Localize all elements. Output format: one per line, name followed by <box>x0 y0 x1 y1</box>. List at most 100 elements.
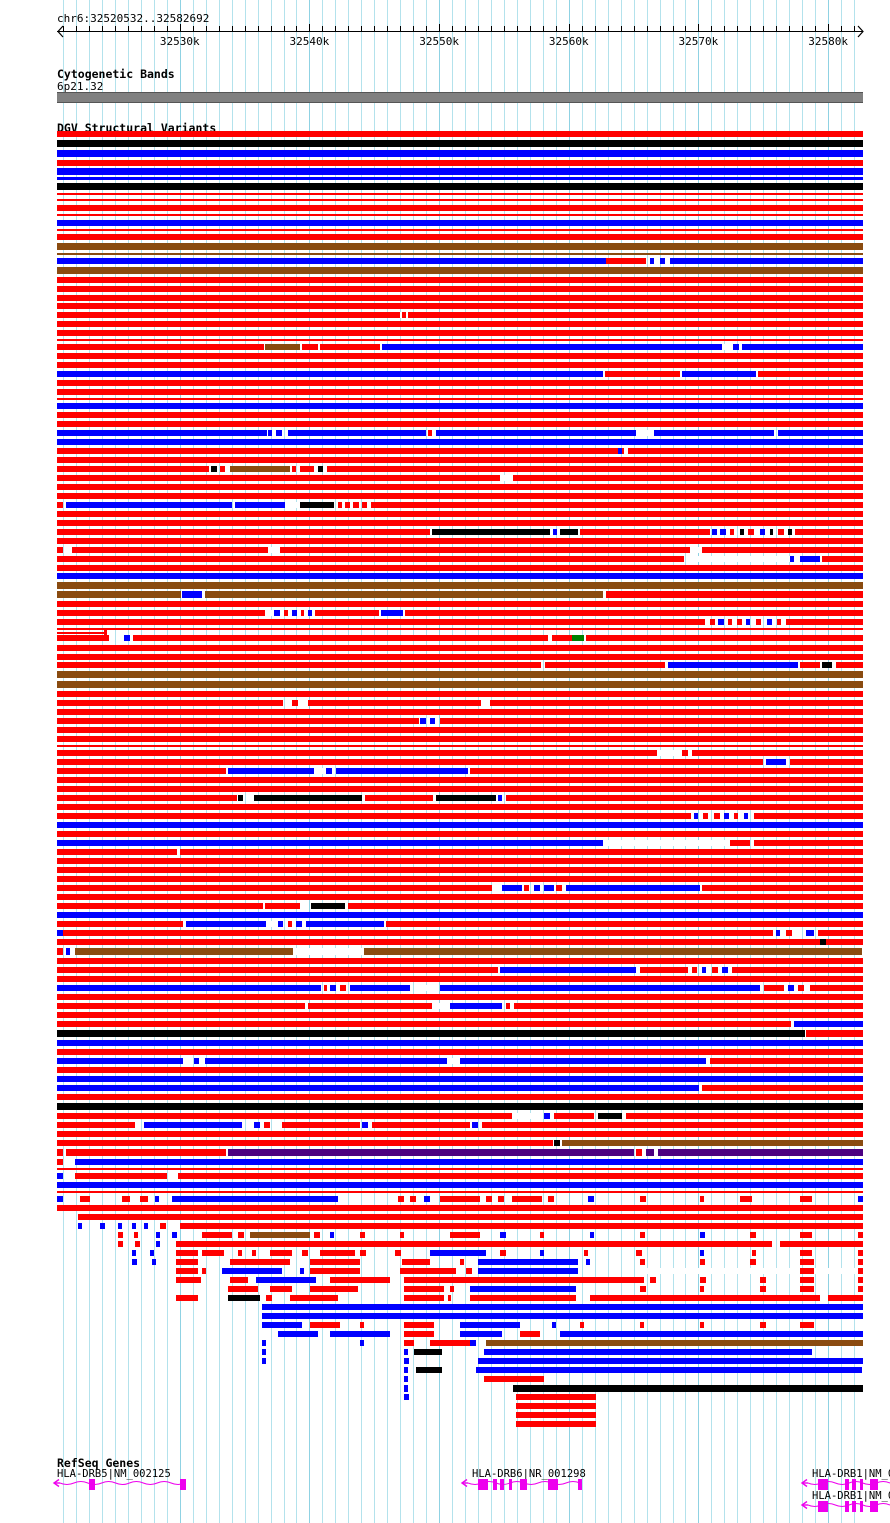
dgv-variant-segment[interactable] <box>262 1340 266 1346</box>
dgv-variant-segment[interactable] <box>858 1232 863 1238</box>
dgv-variant-segment[interactable] <box>700 1232 705 1238</box>
dgv-variant-segment[interactable] <box>514 1003 863 1009</box>
dgv-variant-segment[interactable] <box>57 750 657 756</box>
dgv-variant-segment[interactable] <box>136 1122 140 1128</box>
dgv-variant-segment[interactable] <box>806 930 814 936</box>
dgv-variant-segment[interactable] <box>730 529 734 535</box>
dgv-variant-segment[interactable] <box>57 985 321 991</box>
dgv-variant-segment[interactable] <box>296 948 362 955</box>
dgv-variant-segment[interactable] <box>57 234 863 240</box>
dgv-variant-segment[interactable] <box>57 1122 135 1128</box>
dgv-variant-segment[interactable] <box>75 1159 863 1165</box>
dgv-variant-segment[interactable] <box>270 1286 292 1292</box>
dgv-variant-segment[interactable] <box>640 1286 646 1292</box>
dgv-variant-segment[interactable] <box>345 502 350 508</box>
dgv-variant-segment[interactable] <box>432 529 550 535</box>
dgv-variant-segment[interactable] <box>57 493 863 499</box>
dgv-variant-segment[interactable] <box>460 1058 706 1064</box>
dgv-variant-segment[interactable] <box>57 193 863 195</box>
dgv-variant-segment[interactable] <box>291 502 299 508</box>
dgv-variant-segment[interactable] <box>57 885 492 891</box>
dgv-variant-segment[interactable] <box>796 930 802 936</box>
dgv-variant-segment[interactable] <box>278 921 283 927</box>
dgv-variant-segment[interactable] <box>57 412 863 418</box>
dgv-variant-segment[interactable] <box>202 1250 224 1256</box>
dgv-variant-segment[interactable] <box>767 619 772 625</box>
dgv-variant-segment[interactable] <box>424 1196 430 1202</box>
dgv-variant-segment[interactable] <box>75 1173 167 1179</box>
dgv-variant-segment[interactable] <box>806 1030 863 1037</box>
dgv-variant-segment[interactable] <box>750 1232 756 1238</box>
dgv-variant-segment[interactable] <box>202 1268 206 1274</box>
dgv-variant-segment[interactable] <box>703 813 708 819</box>
dgv-variant-segment[interactable] <box>270 547 278 553</box>
dgv-variant-segment[interactable] <box>57 813 691 819</box>
dgv-variant-segment[interactable] <box>274 610 280 616</box>
dgv-variant-segment[interactable] <box>858 1196 863 1202</box>
dgv-variant-segment[interactable] <box>668 662 798 668</box>
dgv-variant-segment[interactable] <box>57 403 863 409</box>
dgv-variant-segment[interactable] <box>414 985 438 991</box>
dgv-variant-segment[interactable] <box>478 1259 578 1265</box>
dgv-variant-segment[interactable] <box>292 466 296 472</box>
dgv-variant-segment[interactable] <box>57 632 107 634</box>
dgv-variant-segment[interactable] <box>360 1250 366 1256</box>
dgv-variant-segment[interactable] <box>740 1196 752 1202</box>
dgv-variant-segment[interactable] <box>57 556 684 562</box>
dgv-variant-segment[interactable] <box>57 976 863 982</box>
dgv-variant-segment[interactable] <box>404 1331 434 1337</box>
dgv-variant-segment[interactable] <box>598 1113 622 1119</box>
dgv-variant-segment[interactable] <box>460 1322 520 1328</box>
dgv-variant-segment[interactable] <box>57 168 863 175</box>
dgv-variant-segment[interactable] <box>858 1286 863 1292</box>
dgv-variant-segment[interactable] <box>404 1376 408 1382</box>
dgv-variant-segment[interactable] <box>478 1268 578 1274</box>
dgv-variant-segment[interactable] <box>572 635 584 641</box>
dgv-variant-segment[interactable] <box>562 1140 863 1146</box>
dgv-variant-segment[interactable] <box>228 1286 258 1292</box>
dgv-variant-segment[interactable] <box>250 1232 310 1238</box>
dgv-variant-segment[interactable] <box>588 1196 594 1202</box>
dgv-variant-segment[interactable] <box>57 1085 699 1091</box>
dgv-variant-segment[interactable] <box>238 1232 244 1238</box>
dgv-variant-segment[interactable] <box>476 1367 862 1373</box>
dgv-variant-segment[interactable] <box>590 1295 820 1301</box>
dgv-variant-segment[interactable] <box>57 795 237 801</box>
dgv-variant-segment[interactable] <box>700 1196 704 1202</box>
dgv-variant-segment[interactable] <box>520 1331 540 1337</box>
dgv-variant-segment[interactable] <box>57 745 863 747</box>
dgv-variant-segment[interactable] <box>315 610 379 616</box>
dgv-variant-segment[interactable] <box>170 1173 174 1179</box>
dgv-variant-segment[interactable] <box>57 591 181 598</box>
dgv-variant-segment[interactable] <box>450 1232 480 1238</box>
dgv-variant-segment[interactable] <box>78 1223 82 1229</box>
dgv-variant-segment[interactable] <box>700 1286 704 1292</box>
dgv-variant-segment[interactable] <box>57 786 863 792</box>
dgv-variant-segment[interactable] <box>57 1113 512 1119</box>
dgv-variant-segment[interactable] <box>296 921 302 927</box>
dgv-variant-segment[interactable] <box>320 344 380 350</box>
dgv-variant-segment[interactable] <box>404 1286 444 1292</box>
dgv-variant-segment[interactable] <box>300 1268 304 1274</box>
dgv-variant-segment[interactable] <box>66 1159 70 1165</box>
dgv-variant-segment[interactable] <box>348 903 863 909</box>
dgv-variant-segment[interactable] <box>340 985 346 991</box>
dgv-variant-segment[interactable] <box>80 1196 90 1202</box>
dgv-variant-segment[interactable] <box>156 1232 160 1238</box>
dgv-variant-segment[interactable] <box>104 628 107 636</box>
dgv-variant-segment[interactable] <box>57 573 863 579</box>
dgv-variant-segment[interactable] <box>57 511 863 517</box>
dgv-variant-segment[interactable] <box>470 768 863 774</box>
dgv-variant-segment[interactable] <box>740 529 744 535</box>
dgv-variant-segment[interactable] <box>280 547 690 553</box>
dgv-variant-segment[interactable] <box>266 1295 272 1301</box>
dgv-variant-segment[interactable] <box>670 258 863 264</box>
dgv-variant-segment[interactable] <box>302 344 318 350</box>
dgv-variant-segment[interactable] <box>788 985 794 991</box>
dgv-variant-segment[interactable] <box>57 700 283 706</box>
dgv-variant-segment[interactable] <box>326 768 332 774</box>
dgv-variant-segment[interactable] <box>360 1340 364 1346</box>
dgv-variant-segment[interactable] <box>714 813 720 819</box>
dgv-variant-segment[interactable] <box>57 1168 863 1170</box>
gene-exon[interactable] <box>860 1479 863 1490</box>
